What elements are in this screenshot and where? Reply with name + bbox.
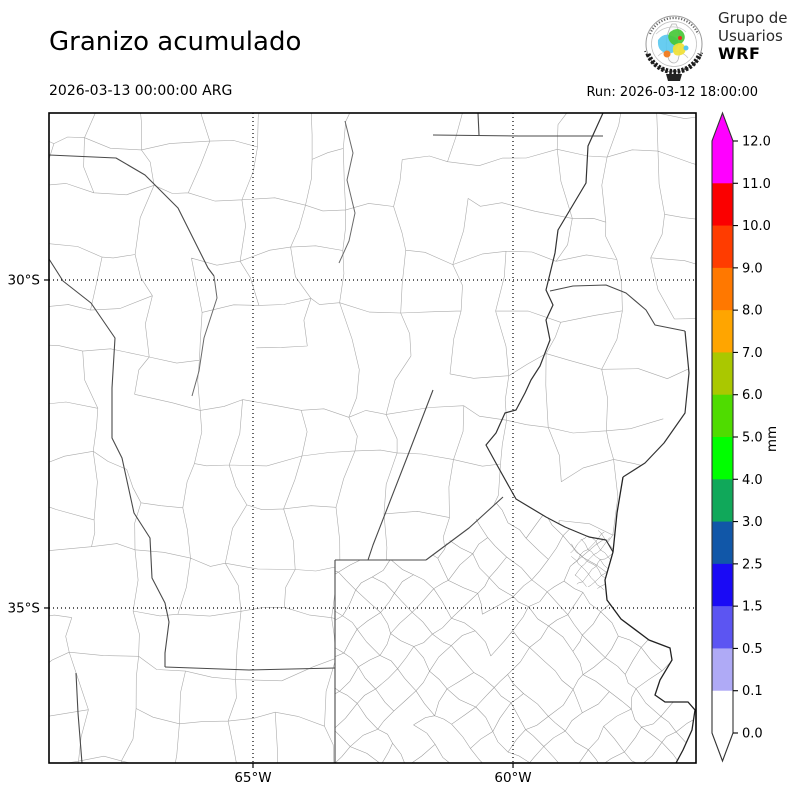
map-border: [48, 112, 697, 764]
logo-banner: [666, 74, 682, 81]
map-plot-area: 30°S 35°S 65°W 60°W: [8, 112, 697, 786]
longitude-label: 60°W: [494, 770, 531, 786]
colorbar-segment: [712, 394, 733, 438]
colorbar: 12.0 11.0 10.0 9.0 8.0 7.0 6.0 5.0 4.0 3.0 2.5 1.5 0…: [711, 111, 780, 763]
colorbar-tick-label: 12.0: [742, 135, 771, 150]
logo-radar-blob-red: [678, 36, 682, 40]
colorbar-segment: [712, 141, 733, 184]
run-time-label: Run: 2026-03-12 18:00:00: [586, 85, 758, 100]
colorbar-tick-label: 9.0: [742, 261, 763, 276]
colorbar-over-arrow: [712, 113, 733, 141]
logo-radar-blob-orange: [663, 50, 671, 58]
colorbar-tick-label: 10.0: [742, 219, 771, 234]
page-title: Granizo acumulado: [49, 27, 302, 57]
colorbar-tick-label: 0.1: [742, 684, 763, 699]
latitude-label: 30°S: [8, 272, 41, 288]
water-blank-region: [605, 331, 696, 763]
secondary-borders: [191, 120, 356, 397]
latitude-label: 35°S: [8, 600, 41, 616]
buenosaires-partido-boundaries: [335, 497, 695, 763]
colorbar-tick-label: 3.0: [742, 515, 763, 530]
colorbar-segment: [712, 479, 733, 523]
river-lines: [485, 113, 690, 553]
wrf-group-logo: Grupo de Usuarios WRF: [636, 2, 788, 87]
logo-text-wrf: WRF: [718, 44, 761, 64]
colorbar-unit-label: mm: [764, 426, 780, 452]
colorbar-tick-label: 6.0: [742, 388, 763, 403]
colorbar-segment: [712, 310, 733, 353]
logo-text-line1: Grupo de: [718, 9, 788, 27]
coastline: [604, 476, 696, 763]
logo-inner-ring: [651, 21, 697, 67]
colorbar-segment: [712, 606, 733, 649]
colorbar-tick-label: 8.0: [742, 304, 763, 319]
colorbar-segment: [712, 225, 733, 269]
colorbar-segment: [712, 690, 733, 734]
colorbar-tick-label: 5.0: [742, 431, 763, 446]
logo-emblem-icon: [644, 15, 704, 81]
colorbar-tick-label: 0.5: [742, 642, 763, 657]
graticule: [49, 113, 696, 763]
colorbar-tick-label: 11.0: [742, 177, 771, 192]
logo-radar-blob-green: [668, 29, 685, 46]
colorbar-tick-label: 1.5: [742, 600, 763, 615]
colorbar-segment: [712, 437, 733, 480]
colorbar-segment: [712, 648, 733, 692]
colorbar-under-arrow: [712, 733, 733, 761]
province-borders: [49, 113, 686, 763]
colorbar-tick-label: 2.5: [742, 557, 763, 572]
logo-radar-blob-yellow: [672, 43, 686, 56]
colorbar-segment: [712, 521, 733, 565]
department-boundaries: [49, 113, 696, 763]
colorbar-tick-label: 0.0: [742, 727, 763, 742]
colorbar-segment: [712, 267, 733, 311]
colorbar-segment: [712, 352, 733, 396]
logo-text: Grupo de Usuarios WRF: [718, 2, 788, 64]
longitude-label: 65°W: [234, 770, 271, 786]
colorbar-segment: [712, 183, 733, 227]
logo-radar-blob-cyan2: [683, 45, 689, 51]
logo-wreath-outer: [644, 50, 704, 72]
logo-text-line2: Usuarios: [718, 26, 783, 45]
colorbar-tick-label: 7.0: [742, 346, 763, 361]
colorbar-segment: [712, 563, 733, 607]
colorbar-tick-label: 4.0: [742, 473, 763, 488]
map-figure: 30°S 35°S 65°W 60°W 12.0 11.0 10.0 9.0 8.0 7.0 6.0…: [8, 111, 780, 786]
valid-time-label: 2026-03-13 00:00:00 ARG: [49, 83, 233, 99]
